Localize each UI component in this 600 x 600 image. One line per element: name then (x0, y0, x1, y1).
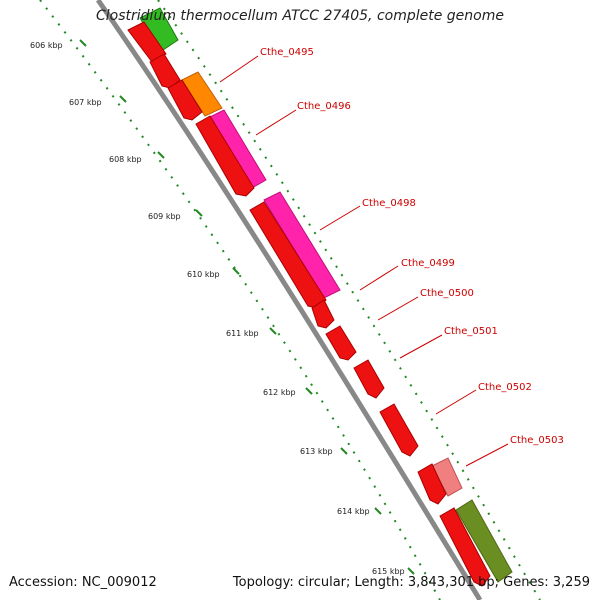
gene-label[interactable]: Cthe_0496 (297, 101, 351, 112)
tick-label-614: 614 kbp (337, 507, 370, 516)
gene-red-10 (417, 463, 447, 505)
tick-label-611: 611 kbp (226, 329, 259, 338)
tick-label-609: 609 kbp (148, 212, 181, 221)
gene-label[interactable]: Cthe_0502 (478, 382, 532, 393)
tick-label-613: 613 kbp (300, 447, 333, 456)
tick-label-612: 612 kbp (263, 388, 296, 397)
gene-red-9 (379, 403, 419, 457)
tick-label-615: 615 kbp (372, 567, 405, 576)
tick-label-608: 608 kbp (109, 155, 142, 164)
gene-red-3 (167, 79, 203, 121)
gene-red-1 (127, 21, 167, 63)
reverse-genes (127, 21, 491, 587)
callout-lines (219, 55, 509, 467)
ruler-ticks (79, 39, 415, 575)
gene-red-4 (195, 115, 255, 197)
gene-label[interactable]: Cthe_0503 (510, 435, 564, 446)
gene-red-11 (439, 507, 491, 587)
gene-labels: Cthe_0495 Cthe_0496 Cthe_0498 Cthe_0499 … (260, 47, 564, 446)
map-title: Clostridium thermocellum ATCC 27405, com… (96, 8, 504, 24)
gene-red-7 (325, 325, 357, 361)
ruler-labels: 606 kbp 607 kbp 608 kbp 609 kbp 610 kbp … (30, 41, 405, 576)
tick-label-610: 610 kbp (187, 270, 220, 279)
tick-label-607: 607 kbp (69, 98, 102, 107)
tick-label-606: 606 kbp (30, 41, 63, 50)
gene-label[interactable]: Cthe_0501 (444, 326, 498, 337)
gene-label[interactable]: Cthe_0495 (260, 47, 314, 58)
gene-label[interactable]: Cthe_0498 (362, 198, 416, 209)
forward-genes (139, 7, 513, 583)
inner-dotted-guide (39, 0, 441, 600)
gene-label[interactable]: Cthe_0499 (401, 258, 455, 269)
gene-label[interactable]: Cthe_0500 (420, 288, 474, 299)
genome-summary-text: Topology: circular; Length: 3,843,301 bp… (232, 575, 590, 590)
gene-olive (455, 499, 513, 583)
accession-text: Accession: NC_009012 (9, 575, 157, 590)
gene-red-6 (311, 299, 335, 329)
genome-backbone (95, 0, 483, 600)
gene-red-8 (353, 359, 385, 399)
